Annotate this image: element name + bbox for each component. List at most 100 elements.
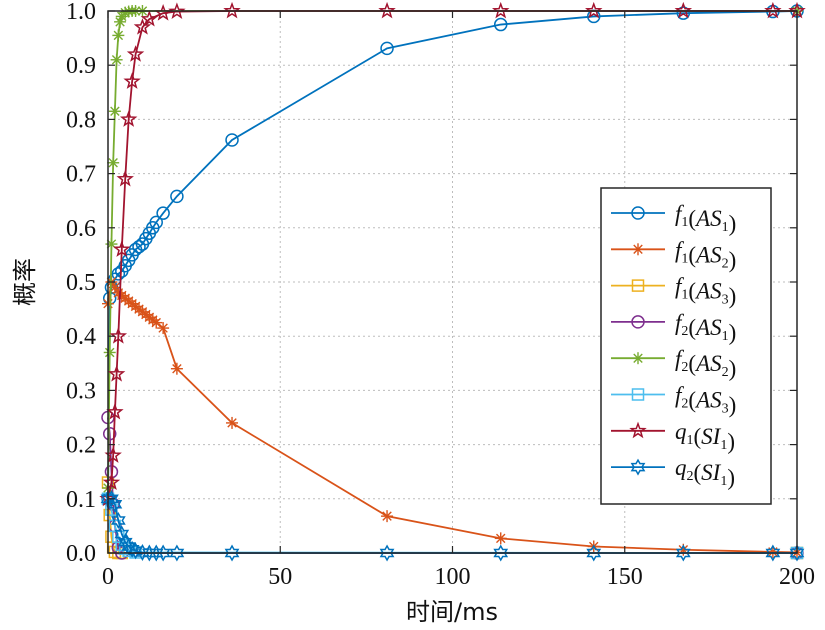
legend-symbol: SI: [701, 460, 722, 485]
data-point: [123, 72, 141, 89]
data-point: [631, 388, 645, 401]
legend-subscript: 3: [722, 402, 729, 417]
legend-entry: f2(AS2): [611, 346, 736, 381]
legend-subscript: 2: [722, 365, 729, 380]
data-point: [124, 540, 140, 558]
data-point: [632, 352, 644, 365]
legend-subscript: 3: [722, 293, 729, 308]
x-tick-label: 50: [268, 564, 292, 590]
legend-paren: (: [688, 351, 696, 376]
data-point: [132, 240, 146, 254]
legend-paren: ): [729, 356, 737, 381]
data-point: [225, 133, 239, 147]
y-axis-title: 概率: [11, 258, 39, 306]
data-point: [674, 1, 693, 19]
legend-subscript: 1: [681, 251, 688, 266]
data-point: [676, 6, 691, 20]
y-tick-label: 0.8: [66, 107, 96, 133]
y-tick-label: 0.7: [66, 162, 96, 188]
data-point: [111, 267, 126, 281]
legend-entry: f1(AS2): [611, 237, 736, 272]
legend-subscript: 2: [681, 397, 688, 412]
data-point: [789, 544, 805, 562]
legend-entry: f2(AS3): [611, 383, 736, 418]
legend-symbol: AS: [694, 242, 722, 267]
ticks: 0 50 100 150 200 0.0 0.1 0.2 0.3 0.4 0.5 0.6 0.7 0.8 0…: [66, 0, 815, 590]
y-tick-label: 0.9: [66, 53, 96, 79]
data-point: [157, 322, 170, 335]
legend-paren: ): [727, 465, 735, 490]
data-point: [631, 315, 645, 329]
y-tick-label: 0.3: [66, 378, 96, 404]
data-point: [168, 2, 186, 19]
legend-subscript: 1: [722, 329, 729, 344]
legend-subscript: 1: [687, 433, 694, 448]
legend-paren: (: [688, 242, 696, 267]
data-point: [114, 525, 130, 543]
data-point: [378, 1, 396, 19]
data-point: [149, 215, 163, 230]
legend-paren: (: [688, 279, 696, 304]
legend-label: f2(AS1): [675, 310, 736, 345]
legend-symbol: f: [675, 383, 685, 408]
data-point: [226, 416, 239, 429]
data-point: [629, 421, 647, 439]
x-axis-title: 时间/ms: [406, 598, 498, 626]
legend-subscript: 2: [687, 469, 694, 484]
legend-symbol: f: [675, 346, 685, 371]
data-point: [107, 495, 123, 513]
data-point: [109, 327, 128, 344]
data-point: [223, 1, 241, 19]
legend-symbol: AS: [694, 206, 722, 231]
data-point: [133, 18, 152, 35]
data-point: [106, 402, 124, 420]
legend-symbol: AS: [694, 351, 722, 376]
legend-label: f1(AS3): [675, 274, 736, 309]
legend-entry: f1(AS3): [611, 274, 736, 309]
y-tick-label: 0.2: [66, 433, 96, 459]
x-tick-label: 0: [102, 564, 114, 590]
y-tick-label: 0.5: [66, 270, 96, 296]
data-point: [380, 41, 394, 56]
legend-label: q2(SI1): [675, 455, 735, 490]
data-point: [493, 17, 508, 32]
data-point: [102, 427, 117, 441]
y-tick-label: 0.4: [66, 324, 96, 350]
data-point: [170, 362, 183, 375]
legend-paren: ): [729, 211, 737, 236]
x-tick-label: 100: [435, 564, 471, 590]
data-point: [494, 532, 507, 545]
legend-entry: q1(SI1): [611, 419, 735, 454]
legend-paren: (: [688, 388, 696, 413]
data-point: [107, 364, 126, 382]
data-point: [169, 544, 185, 562]
data-point: [630, 458, 646, 476]
legend-label: f1(AS2): [675, 237, 736, 272]
data-point: [110, 53, 123, 66]
data-point: [764, 1, 782, 19]
legend-symbol: AS: [694, 279, 722, 304]
x-tick-label: 200: [779, 564, 815, 590]
legend-subscript: 2: [722, 256, 729, 271]
legend-label: f1(AS1): [675, 201, 736, 236]
legend-entry: q2(SI1): [611, 455, 735, 490]
y-tick-label: 0.1: [66, 487, 96, 513]
legend-paren: ): [729, 284, 737, 309]
legend-symbol: q: [675, 419, 687, 444]
data-point: [631, 206, 645, 220]
data-point: [110, 511, 126, 530]
data-point: [112, 29, 125, 42]
data-point: [765, 544, 781, 562]
data-point: [170, 189, 184, 204]
legend-symbol: f: [675, 237, 685, 262]
data-point: [586, 544, 602, 562]
data-point: [140, 9, 159, 27]
data-point: [379, 544, 395, 562]
data-point: [224, 544, 240, 562]
legend-box: [600, 187, 772, 505]
data-point: [491, 1, 510, 19]
data-point: [150, 316, 163, 329]
legend-paren: ): [727, 429, 735, 454]
data-point: [155, 544, 171, 562]
